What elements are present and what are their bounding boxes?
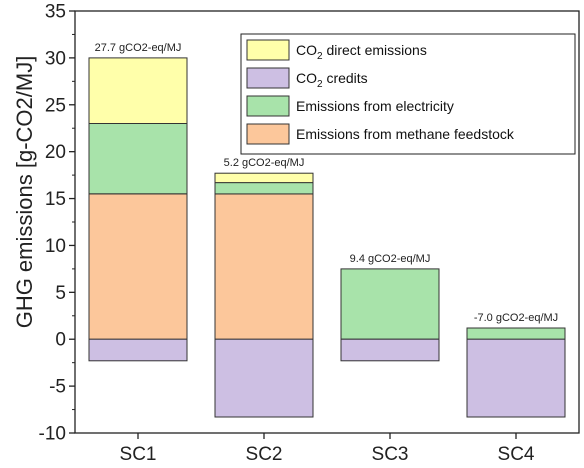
- bar-sc2-series-1: [215, 183, 313, 194]
- data-label-sc1: 27.7 gCO2-eq/MJ: [95, 42, 182, 54]
- y-tick-label: 30: [45, 48, 66, 69]
- x-tick-label-sc1: SC1: [120, 444, 157, 465]
- bar-sc1-series-2: [89, 58, 187, 124]
- y-tick-label: 25: [45, 95, 66, 116]
- bar-sc1-series-3: [89, 339, 187, 361]
- bar-sc4-series-1: [467, 328, 565, 339]
- legend-swatch-0: [247, 40, 289, 60]
- bar-sc2-series-3: [215, 339, 313, 417]
- y-tick-label: 10: [45, 236, 66, 257]
- data-label-sc2: 5.2 gCO2-eq/MJ: [224, 157, 305, 169]
- bar-sc1-series-0: [89, 194, 187, 339]
- bar-sc1-series-1: [89, 124, 187, 194]
- legend-swatch-1: [247, 68, 289, 88]
- bar-sc4-series-3: [467, 339, 565, 417]
- bar-sc2-series-0: [215, 194, 313, 339]
- data-label-sc3: 9.4 gCO2-eq/MJ: [350, 253, 431, 265]
- bar-sc3-series-3: [341, 339, 439, 361]
- y-tick-label: -10: [39, 424, 66, 445]
- y-axis-label: GHG emissions [g-CO2/MJ]: [12, 56, 37, 329]
- y-tick-label: 0: [55, 330, 66, 351]
- legend-label-2: Emissions from electricity: [296, 98, 454, 114]
- y-tick-label: -5: [49, 377, 66, 398]
- y-tick-label: 35: [45, 2, 66, 23]
- data-label-sc4: -7.0 gCO2-eq/MJ: [474, 312, 558, 324]
- legend-swatch-2: [247, 96, 289, 116]
- legend-label-3: Emissions from methane feedstock: [296, 126, 515, 142]
- y-tick-label: 15: [45, 189, 66, 210]
- bar-sc3-series-1: [341, 269, 439, 339]
- x-tick-label-sc4: SC4: [498, 444, 535, 465]
- x-tick-label-sc2: SC2: [246, 444, 283, 465]
- y-tick-label: 5: [55, 283, 66, 304]
- y-tick-label: 20: [45, 142, 66, 163]
- x-tick-label-sc3: SC3: [372, 444, 409, 465]
- bar-sc2-series-2: [215, 173, 313, 182]
- legend-swatch-3: [247, 124, 289, 144]
